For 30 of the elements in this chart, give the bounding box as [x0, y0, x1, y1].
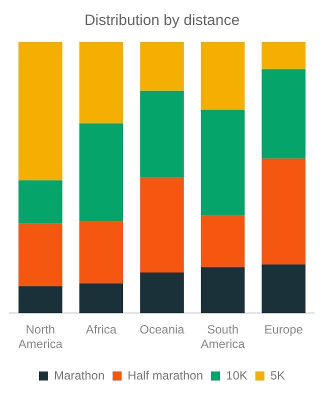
x-tick-label: South America [200, 322, 246, 352]
bar [18, 180, 62, 224]
bar [140, 272, 184, 314]
chart-title: Distribution by distance [84, 12, 240, 30]
legend-label: Half marathon [128, 368, 204, 382]
bar [79, 123, 124, 221]
bar [18, 42, 62, 180]
bar [200, 216, 245, 268]
legend-label: 5K [270, 368, 286, 382]
bar [79, 283, 124, 314]
bar [200, 267, 245, 314]
bar [18, 224, 62, 286]
bar [79, 220, 124, 284]
bar [140, 42, 184, 91]
x-tick-label: North America [18, 322, 63, 352]
bar [200, 110, 245, 216]
bar [262, 264, 306, 314]
bar [18, 286, 62, 314]
bar [140, 178, 184, 273]
x-tick-label: Oceania [140, 322, 185, 337]
bar [262, 69, 306, 159]
bar [79, 42, 124, 124]
bar [262, 158, 306, 264]
legend-label: 10K [226, 368, 248, 382]
bar [262, 42, 306, 70]
x-tick-label: Europe [264, 322, 304, 337]
x-tick-label: Africa [86, 322, 117, 337]
legend-label: Marathon [54, 368, 105, 382]
bar [140, 90, 184, 178]
bar [200, 42, 245, 110]
